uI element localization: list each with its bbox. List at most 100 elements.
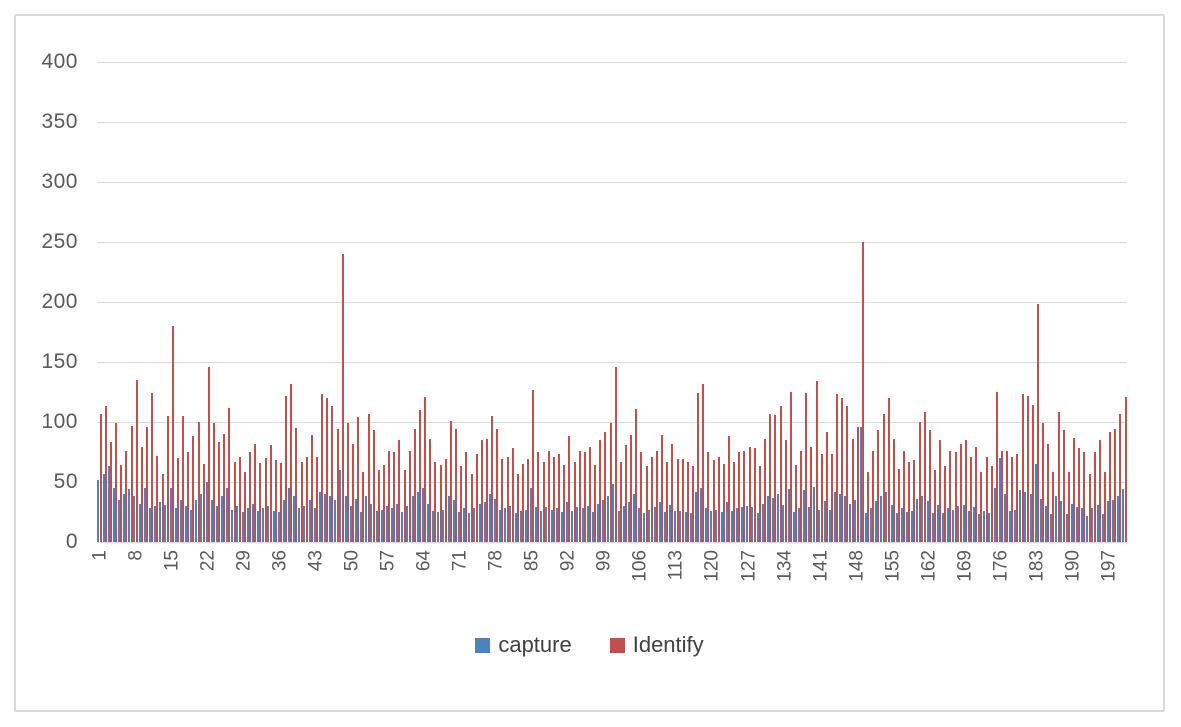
bar-identify	[537, 452, 540, 542]
bar-capture	[344, 496, 347, 542]
bar-identify	[980, 472, 983, 542]
bar-identify	[964, 440, 967, 542]
bar-capture	[226, 488, 229, 542]
bar-identify	[491, 416, 494, 542]
x-tick-label: 148	[846, 550, 868, 582]
bar-identify	[444, 459, 447, 542]
bar-capture	[154, 506, 157, 542]
bar-identify	[336, 429, 339, 542]
x-tick-label: 169	[954, 550, 976, 582]
bar-identify	[836, 394, 839, 542]
bar-identify	[578, 450, 581, 542]
bar-identify	[300, 461, 303, 542]
bar-identify	[851, 438, 854, 542]
bar-capture	[890, 504, 893, 542]
x-tick-label: 50	[341, 550, 363, 572]
bar-capture	[983, 510, 986, 542]
bar-capture	[622, 506, 625, 542]
gridline	[97, 181, 1127, 183]
bar-capture	[648, 509, 651, 542]
bar-identify	[681, 459, 684, 542]
x-axis-labels: 1 8 15 22 29 36 43 50 57 64 71 78 85 92 99 106 113 120 127…	[89, 546, 1127, 608]
y-tick-label: 400	[41, 50, 78, 73]
bar-capture	[437, 512, 440, 542]
bar-identify	[326, 398, 329, 542]
bar-identify	[784, 440, 787, 542]
bar-identify	[125, 450, 128, 542]
x-tick-label: 64	[413, 550, 435, 572]
bar-identify	[321, 394, 324, 542]
bar-capture	[277, 512, 280, 542]
bar-capture	[633, 494, 635, 542]
bar-capture	[617, 510, 620, 542]
bar-capture	[231, 509, 234, 542]
bar-capture	[797, 508, 800, 542]
x-tick-label: 176	[990, 550, 1012, 582]
bar-identify	[516, 473, 519, 542]
bar-capture	[612, 484, 615, 542]
bar-identify	[666, 461, 669, 542]
bar-identify	[990, 466, 993, 542]
bar-capture	[1060, 501, 1063, 542]
bar-capture	[406, 506, 409, 542]
bar-capture	[1111, 500, 1114, 542]
bar-identify	[975, 447, 978, 542]
bar-identify	[867, 472, 870, 542]
bar-capture	[257, 510, 260, 542]
bar-identify	[1006, 450, 1009, 542]
bar-capture	[663, 512, 666, 542]
x-tick-label: 8	[125, 550, 147, 561]
bar-capture	[911, 510, 914, 542]
bar-identify	[573, 461, 576, 542]
bar-identify	[861, 242, 864, 542]
bar-capture	[942, 513, 944, 542]
bar-capture	[159, 502, 162, 542]
x-tick-label: 92	[557, 550, 579, 572]
legend-label-capture: capture	[498, 632, 572, 657]
bar-capture	[962, 504, 965, 542]
bar-identify	[274, 460, 277, 542]
bar-capture	[107, 466, 110, 542]
bar-identify	[995, 392, 998, 542]
bar-capture	[581, 508, 584, 542]
x-tick-label: 190	[1062, 550, 1084, 582]
gridline	[97, 361, 1127, 363]
bar-identify	[372, 430, 375, 542]
bar-identify	[475, 454, 478, 542]
gridline	[97, 61, 1127, 63]
bar-capture	[931, 513, 934, 542]
bar-identify	[1088, 473, 1091, 542]
bar-capture	[365, 496, 368, 542]
bar-identify	[269, 444, 272, 542]
bar-identify	[393, 452, 396, 542]
bar-capture	[354, 498, 357, 542]
y-tick-label: 100	[41, 410, 78, 433]
bar-identify	[887, 398, 890, 542]
bar-capture	[303, 506, 306, 542]
bar-capture	[1050, 514, 1053, 542]
x-tick-label: 1	[89, 550, 111, 561]
bar-identify	[1062, 430, 1065, 542]
bar-identify	[815, 381, 818, 542]
bar-capture	[880, 496, 883, 542]
bar-identify	[202, 464, 205, 542]
bar-identify	[563, 465, 566, 542]
bar-capture	[638, 508, 641, 542]
bar-identify	[1052, 472, 1055, 542]
bar-identify	[774, 414, 777, 542]
bar-identify	[176, 458, 179, 542]
bar-capture	[998, 458, 1001, 542]
bar-identify	[882, 413, 885, 542]
bar-capture	[596, 503, 599, 542]
bar-identify	[501, 459, 504, 542]
bar-identify	[264, 458, 267, 542]
bar-identify	[661, 435, 664, 542]
bar-capture	[349, 506, 352, 542]
bar-identify	[305, 456, 308, 542]
bar-capture	[787, 489, 790, 542]
bar-capture	[1045, 506, 1047, 542]
bar-capture	[282, 500, 285, 542]
bar-identify	[254, 443, 257, 542]
x-tick-label: 155	[882, 550, 904, 582]
x-tick-label: 22	[197, 550, 219, 572]
